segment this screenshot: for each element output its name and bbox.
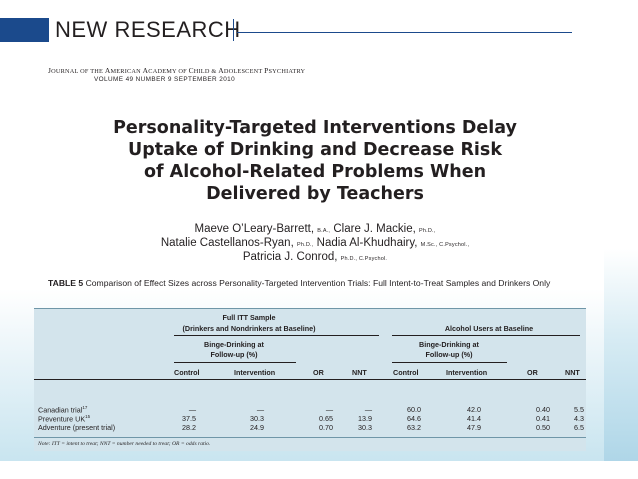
table-bottom-rule bbox=[34, 437, 586, 438]
table-cell: 37.5 bbox=[182, 414, 196, 423]
table-cell: 0.50 bbox=[536, 423, 550, 432]
table-cell: 4.3 bbox=[574, 414, 584, 423]
table-cell: 0.41 bbox=[536, 414, 550, 423]
group-header-itt-sub: (Drinkers and Nondrinkers at Baseline) bbox=[182, 324, 316, 333]
title-line: of Alcohol-Related Problems When bbox=[143, 162, 487, 182]
col-header: Control bbox=[393, 368, 419, 377]
table-body: Full ITT Sample (Drinkers and Nondrinker… bbox=[34, 309, 586, 451]
table-cell: 30.3 bbox=[358, 423, 372, 432]
results-table: Full ITT Sample (Drinkers and Nondrinker… bbox=[34, 308, 586, 451]
table-label: TABLE 5 bbox=[48, 278, 84, 288]
col-header: NNT bbox=[352, 368, 367, 377]
author-line: Natalie Castellanos-Ryan, Ph.D., Nadia A… bbox=[60, 237, 570, 251]
table-cell: 28.2 bbox=[182, 423, 196, 432]
table-note: Note: ITT = intent to treat; NNT = numbe… bbox=[38, 441, 211, 447]
citation-superscript: 15 bbox=[85, 414, 91, 419]
row-label-text: Preventure UK bbox=[38, 414, 86, 424]
header-separator bbox=[233, 19, 234, 41]
author-line: Patricia J. Conrod, Ph.D., C.Psychol. bbox=[60, 251, 570, 265]
citation-superscript: 17 bbox=[82, 405, 88, 410]
author-name: Natalie Castellanos-Ryan, bbox=[160, 237, 294, 249]
title-line: Delivered by Teachers bbox=[206, 184, 424, 204]
row-label-text: Canadian trial bbox=[38, 405, 83, 415]
table-cell: 6.5 bbox=[574, 423, 584, 432]
col-header: NNT bbox=[565, 368, 580, 377]
volume-line: VOLUME 49 NUMBER 9 SEPTEMBER 2010 bbox=[94, 76, 236, 83]
title-line: Personality-Targeted Interventions Delay bbox=[113, 118, 517, 138]
subheader: Follow-up (%) bbox=[425, 350, 473, 359]
table-cell: 0.40 bbox=[536, 405, 550, 414]
bottom-band bbox=[0, 461, 638, 479]
row-label: Preventure UK15 bbox=[38, 414, 90, 423]
table-cell: 30.3 bbox=[250, 414, 264, 423]
author-list: Maeve O’Leary-Barrett, B.A., Clare J. Ma… bbox=[60, 223, 570, 265]
subheader-rule bbox=[392, 362, 507, 363]
col-header: Intervention bbox=[234, 368, 276, 377]
group-rule bbox=[174, 335, 379, 336]
author-name: Patricia J. Conrod, bbox=[242, 251, 338, 263]
header-bottom-rule bbox=[34, 379, 586, 380]
author-degree: Ph.D., bbox=[419, 228, 436, 234]
section-header: NEW RESEARCH bbox=[55, 17, 241, 42]
table-cell: 47.9 bbox=[467, 423, 481, 432]
table-cell: — bbox=[256, 405, 264, 414]
table-cell: 13.9 bbox=[358, 414, 372, 423]
col-header: OR bbox=[313, 368, 324, 377]
subheader: Binge-Drinking at bbox=[419, 340, 479, 349]
journal-name: JOURNAL OF THE AMERICAN ACADEMY OF CHILD… bbox=[48, 66, 306, 75]
author-degree: Ph.D., bbox=[296, 242, 314, 248]
table-cell: 0.70 bbox=[319, 423, 333, 432]
group-header-users: Alcohol Users at Baseline bbox=[444, 324, 534, 333]
table-caption-text: Comparison of Effect Sizes across Person… bbox=[85, 278, 551, 288]
author-degree: Ph.D., C.Psychol. bbox=[340, 256, 388, 262]
author-name: Maeve O’Leary-Barrett, bbox=[194, 223, 315, 235]
header-color-block bbox=[0, 18, 49, 42]
table-cell: 60.0 bbox=[407, 405, 421, 414]
table-cell: — bbox=[325, 405, 333, 414]
row-label: Canadian trial17 bbox=[38, 405, 87, 414]
table-cell: 0.65 bbox=[319, 414, 333, 423]
table-cell: 42.0 bbox=[467, 405, 481, 414]
subheader-rule bbox=[174, 362, 296, 363]
table-cell: 41.4 bbox=[467, 414, 481, 423]
group-rule bbox=[392, 335, 580, 336]
author-name: Nadia Al-Khudhairy, bbox=[316, 237, 418, 249]
author-degree: M.Sc., C.Psychol., bbox=[420, 242, 470, 248]
col-header: Control bbox=[174, 368, 200, 377]
author-name: Clare J. Mackie, bbox=[333, 223, 416, 235]
table-cell: 24.9 bbox=[250, 423, 264, 432]
header-rule bbox=[237, 32, 572, 33]
row-label-text: Adventure (present trial) bbox=[38, 423, 116, 432]
author-degree: B.A., bbox=[317, 228, 331, 234]
row-label: Adventure (present trial) bbox=[38, 423, 115, 432]
side-decoration bbox=[604, 0, 638, 479]
table-caption: TABLE 5 Comparison of Effect Sizes acros… bbox=[48, 278, 588, 290]
col-header: Intervention bbox=[446, 368, 488, 377]
table-cell: 63.2 bbox=[407, 423, 421, 432]
title-line: Uptake of Drinking and Decrease Risk bbox=[128, 140, 502, 160]
table-cell: 5.5 bbox=[574, 405, 584, 414]
subheader: Binge-Drinking at bbox=[204, 340, 264, 349]
author-line: Maeve O’Leary-Barrett, B.A., Clare J. Ma… bbox=[60, 223, 570, 237]
table-cell: — bbox=[364, 405, 372, 414]
table-cell: — bbox=[188, 405, 196, 414]
group-header-itt: Full ITT Sample bbox=[222, 313, 276, 322]
table-cell: 64.6 bbox=[407, 414, 421, 423]
subheader: Follow-up (%) bbox=[210, 350, 258, 359]
paper-title: Personality-Targeted Interventions Delay… bbox=[60, 117, 570, 205]
col-header: OR bbox=[527, 368, 538, 377]
